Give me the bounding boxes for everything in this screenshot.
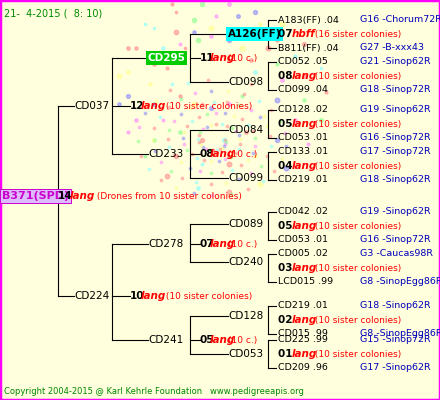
Text: (10 sister colonies): (10 sister colonies) <box>312 222 402 230</box>
Text: 11: 11 <box>200 53 215 63</box>
Text: G27 -B-xxx43: G27 -B-xxx43 <box>360 44 424 52</box>
Text: CD278: CD278 <box>148 239 183 249</box>
Text: lang: lang <box>141 291 166 301</box>
Text: lang: lang <box>70 191 95 201</box>
Text: hbff: hbff <box>291 29 315 39</box>
Text: CD219 .01: CD219 .01 <box>278 302 328 310</box>
Text: CD295: CD295 <box>148 53 186 63</box>
Text: 07: 07 <box>200 239 215 249</box>
Text: CD015 .99: CD015 .99 <box>278 330 328 338</box>
Text: lang: lang <box>210 53 235 63</box>
Text: 05: 05 <box>278 221 296 231</box>
Text: (10 sister colonies): (10 sister colonies) <box>163 292 252 300</box>
Text: (10 c.): (10 c.) <box>228 54 257 62</box>
Text: 12: 12 <box>130 101 144 111</box>
Text: Copyright 2004-2015 @ Karl Kehrle Foundation   www.pedigreeapis.org: Copyright 2004-2015 @ Karl Kehrle Founda… <box>4 388 304 396</box>
Text: CD053 .01: CD053 .01 <box>278 134 328 142</box>
Text: G15 -Sinop72R: G15 -Sinop72R <box>360 336 431 344</box>
Text: (10 sister colonies): (10 sister colonies) <box>163 102 252 110</box>
Text: G18 -Sinop62R: G18 -Sinop62R <box>360 302 431 310</box>
Text: (16 sister colonies): (16 sister colonies) <box>312 30 402 38</box>
Text: A183(FF) .04: A183(FF) .04 <box>278 16 339 24</box>
Text: 04: 04 <box>278 161 296 171</box>
Text: CD128: CD128 <box>228 311 263 321</box>
Text: lang: lang <box>291 349 317 359</box>
Text: CD053: CD053 <box>228 349 263 359</box>
Text: B811(FF) .04: B811(FF) .04 <box>278 44 339 52</box>
Text: CD241: CD241 <box>148 335 183 345</box>
Text: CD098: CD098 <box>228 77 263 87</box>
Text: 07: 07 <box>278 29 296 39</box>
Text: B371(SPD): B371(SPD) <box>2 191 69 201</box>
Text: (10 c.): (10 c.) <box>228 336 257 344</box>
Text: G17 -Sinop72R: G17 -Sinop72R <box>360 148 431 156</box>
Text: 05: 05 <box>278 119 296 129</box>
Text: 03: 03 <box>278 263 296 273</box>
Text: CD037: CD037 <box>74 101 109 111</box>
Text: 02: 02 <box>278 315 296 325</box>
Text: CD005 .02: CD005 .02 <box>278 250 328 258</box>
Text: (10 c.): (10 c.) <box>228 150 257 158</box>
Text: (10 sister colonies): (10 sister colonies) <box>312 350 402 358</box>
Text: A126(FF): A126(FF) <box>228 29 282 39</box>
Text: CD042 .02: CD042 .02 <box>278 208 328 216</box>
Text: 10: 10 <box>130 291 144 301</box>
Text: G18 -Sinop72R: G18 -Sinop72R <box>360 86 431 94</box>
Text: G8 -SinopEgg86R: G8 -SinopEgg86R <box>360 330 440 338</box>
Text: G19 -Sinop62R: G19 -Sinop62R <box>360 208 431 216</box>
Text: G17 -Sinop62R: G17 -Sinop62R <box>360 364 431 372</box>
Text: CD128 .02: CD128 .02 <box>278 106 328 114</box>
Text: CD209 .96: CD209 .96 <box>278 364 328 372</box>
Text: G16 -Sinop72R: G16 -Sinop72R <box>360 134 431 142</box>
Text: CD052 .05: CD052 .05 <box>278 58 328 66</box>
Text: (10 sister colonies): (10 sister colonies) <box>312 316 402 324</box>
Text: (10 sister colonies): (10 sister colonies) <box>312 72 402 80</box>
Text: CD219 .01: CD219 .01 <box>278 176 328 184</box>
Text: (10 c.): (10 c.) <box>228 240 257 248</box>
Text: 05: 05 <box>200 335 215 345</box>
Text: 08: 08 <box>200 149 215 159</box>
Text: lang: lang <box>141 101 166 111</box>
Text: CD084: CD084 <box>228 125 263 135</box>
Text: lang: lang <box>291 315 317 325</box>
Text: lang: lang <box>210 149 235 159</box>
Text: G21 -Sinop62R: G21 -Sinop62R <box>360 58 431 66</box>
Text: CD099: CD099 <box>228 173 263 183</box>
Text: CD133 .01: CD133 .01 <box>278 148 328 156</box>
Text: CD233: CD233 <box>148 149 183 159</box>
Text: CD053 .01: CD053 .01 <box>278 236 328 244</box>
Text: CD089: CD089 <box>228 219 263 229</box>
Text: CD099 .04: CD099 .04 <box>278 86 328 94</box>
Text: lang: lang <box>210 239 235 249</box>
Text: (10 sister colonies): (10 sister colonies) <box>312 120 402 128</box>
Text: 01: 01 <box>278 349 296 359</box>
Text: 14: 14 <box>58 191 73 201</box>
Text: LCD015 .99: LCD015 .99 <box>278 278 333 286</box>
Text: (Drones from 10 sister colonies): (Drones from 10 sister colonies) <box>94 192 242 200</box>
Text: lang: lang <box>291 263 317 273</box>
Text: G16 -Chorum72R: G16 -Chorum72R <box>360 16 440 24</box>
Text: 08: 08 <box>278 71 296 81</box>
Text: lang: lang <box>210 335 235 345</box>
Text: CD225 .99: CD225 .99 <box>278 336 328 344</box>
Text: lang: lang <box>291 119 317 129</box>
Text: G8 -SinopEgg86R: G8 -SinopEgg86R <box>360 278 440 286</box>
Text: lang: lang <box>291 221 317 231</box>
Text: 21-  4-2015 (  8: 10): 21- 4-2015 ( 8: 10) <box>4 8 102 18</box>
Text: CD240: CD240 <box>228 257 263 267</box>
Text: CD224: CD224 <box>74 291 109 301</box>
Text: G3 -Caucas98R: G3 -Caucas98R <box>360 250 433 258</box>
Text: lang: lang <box>291 161 317 171</box>
Text: (10 sister colonies): (10 sister colonies) <box>312 162 402 170</box>
Text: G19 -Sinop62R: G19 -Sinop62R <box>360 106 431 114</box>
Text: (10 sister colonies): (10 sister colonies) <box>312 264 402 272</box>
Text: G18 -Sinop62R: G18 -Sinop62R <box>360 176 431 184</box>
Text: lang: lang <box>291 71 317 81</box>
Text: G16 -Sinop72R: G16 -Sinop72R <box>360 236 431 244</box>
